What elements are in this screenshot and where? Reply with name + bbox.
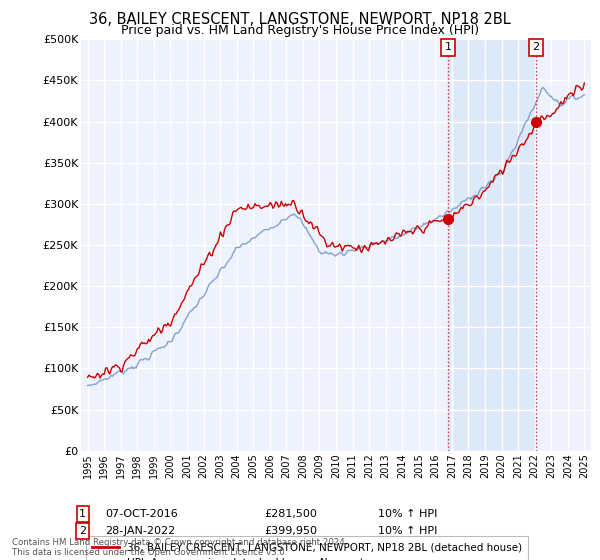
Text: £399,950: £399,950: [264, 526, 317, 536]
Text: 10% ↑ HPI: 10% ↑ HPI: [378, 526, 437, 536]
Text: 28-JAN-2022: 28-JAN-2022: [105, 526, 175, 536]
Legend: 36, BAILEY CRESCENT, LANGSTONE, NEWPORT, NP18 2BL (detached house), HPI: Average: 36, BAILEY CRESCENT, LANGSTONE, NEWPORT,…: [86, 536, 528, 560]
Bar: [448, 39, 536, 451]
Text: 07-OCT-2016: 07-OCT-2016: [105, 509, 178, 519]
Text: Price paid vs. HM Land Registry's House Price Index (HPI): Price paid vs. HM Land Registry's House …: [121, 24, 479, 36]
Text: £281,500: £281,500: [264, 509, 317, 519]
Text: Contains HM Land Registry data © Crown copyright and database right 2024.
This d: Contains HM Land Registry data © Crown c…: [12, 538, 347, 557]
Text: 36, BAILEY CRESCENT, LANGSTONE, NEWPORT, NP18 2BL: 36, BAILEY CRESCENT, LANGSTONE, NEWPORT,…: [89, 12, 511, 27]
Text: 2: 2: [79, 526, 86, 536]
Text: 10% ↑ HPI: 10% ↑ HPI: [378, 509, 437, 519]
Text: 2: 2: [532, 43, 539, 53]
Text: 1: 1: [79, 509, 86, 519]
Text: 1: 1: [445, 43, 452, 53]
